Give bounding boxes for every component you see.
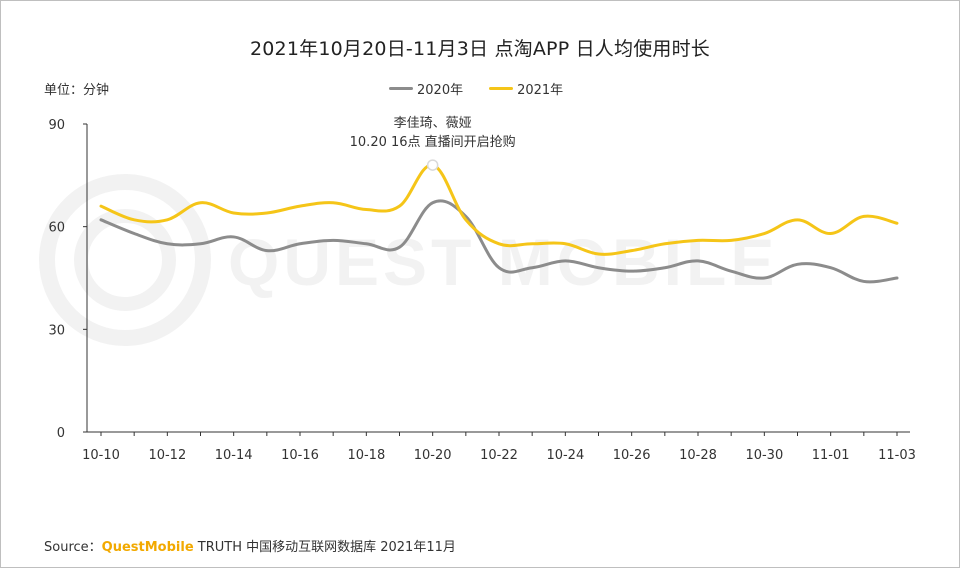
x-tick-label: 10-24 (546, 448, 584, 463)
annotation: 李佳琦、薇娅 10.20 16点 直播间开启抢购 (350, 116, 516, 171)
legend: 2020年 2021年 (389, 79, 589, 98)
x-tick-label: 10-12 (148, 448, 186, 463)
x-tick-label: 10-26 (613, 448, 651, 463)
legend-swatch-2021 (489, 87, 514, 90)
y-tick-label: 60 (48, 221, 65, 236)
source-prefix: Source： (44, 540, 102, 555)
x-tick-label: 10-30 (745, 448, 783, 463)
x-tick-label: 11-01 (812, 448, 850, 463)
series-line-2021 (99, 163, 899, 256)
annotation-marker (426, 159, 439, 171)
chart-title: 2021年10月20日-11月3日 点淘APP 日人均使用时长 (249, 38, 711, 60)
annotation-text-line: 李佳琦、薇娅 (394, 116, 472, 131)
legend-label-2020: 2020年 (417, 83, 464, 98)
x-tick-label: 11-03 (878, 448, 916, 463)
annotation-text-line: 10.20 16点 直播间开启抢购 (350, 134, 516, 150)
legend-label-2021: 2021年 (517, 83, 564, 98)
x-tick-label: 10-18 (347, 448, 385, 463)
legend-swatch-2020 (389, 87, 413, 90)
y-tick-label: 90 (48, 118, 65, 133)
y-tick-label: 30 (48, 323, 65, 338)
legend-item-2020: 2020年 (389, 79, 463, 98)
series-line-2020 (99, 199, 899, 284)
x-tick-label: 10-16 (281, 448, 319, 463)
y-tick-label: 0 (57, 426, 65, 441)
x-tick-label: 10-22 (480, 448, 518, 463)
x-tick-label: 10-14 (215, 448, 253, 463)
source-rest: TRUTH 中国移动互联网数据库 2021年11月 (193, 540, 456, 555)
x-tick-label: 10-10 (82, 448, 120, 463)
axes: 0 30 60 90 10-10 10-12 10-14 10-16 10-18 10-20 10-… (48, 118, 915, 463)
x-tick-label: 10-20 (414, 448, 452, 463)
source-note: Source：QuestMobile TRUTH 中国移动互联网数据库 2021… (44, 536, 456, 555)
x-tick-label: 10-28 (679, 448, 717, 463)
source-brand: QuestMobile (101, 540, 194, 555)
series-lines (99, 163, 899, 284)
watermark: QUEST MOBILE (39, 174, 774, 346)
unit-label: 单位：分钟 (44, 83, 110, 98)
legend-item-2021: 2021年 (489, 79, 563, 98)
